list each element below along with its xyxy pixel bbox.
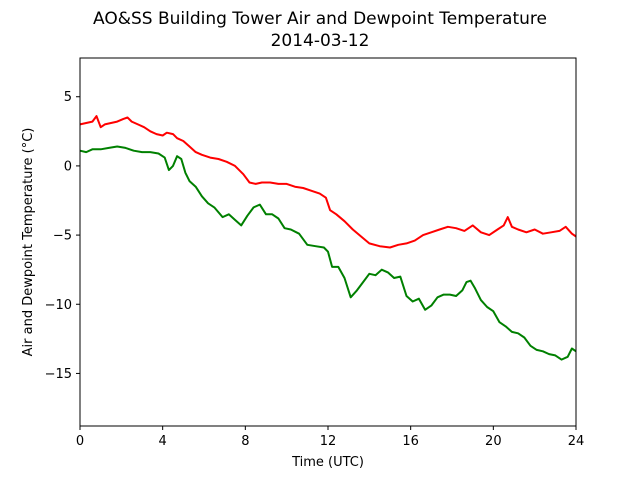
series-line-1 <box>79 115 577 249</box>
x-tick-label: 4 <box>159 434 167 449</box>
x-tick-label: 20 <box>485 434 502 449</box>
y-axis-label: Air and Dewpoint Temperature (°C) <box>21 128 36 357</box>
x-tick-label: 0 <box>76 434 84 449</box>
series-line-2 <box>79 145 577 361</box>
y-tick-label: −15 <box>45 367 72 382</box>
y-tick-label: 5 <box>64 90 72 105</box>
x-tick-label: 24 <box>568 434 585 449</box>
y-axis: 5 0 −5 −10 −15 <box>45 90 80 382</box>
chart-title: AO&SS Building Tower Air and Dewpoint Te… <box>93 9 547 29</box>
x-tick-label: 12 <box>320 434 337 449</box>
plot-frame <box>79 57 577 427</box>
x-tick-label: 8 <box>241 434 249 449</box>
y-tick-label: 0 <box>64 159 72 174</box>
plot-area <box>79 115 577 361</box>
chart-subtitle: 2014-03-12 <box>271 31 370 51</box>
y-tick-label: −10 <box>45 298 72 313</box>
x-axis-label: Time (UTC) <box>291 455 364 470</box>
x-tick-label: 16 <box>402 434 419 449</box>
y-tick-label: −5 <box>53 229 72 244</box>
x-axis: 0 4 8 12 16 20 24 <box>76 426 584 449</box>
